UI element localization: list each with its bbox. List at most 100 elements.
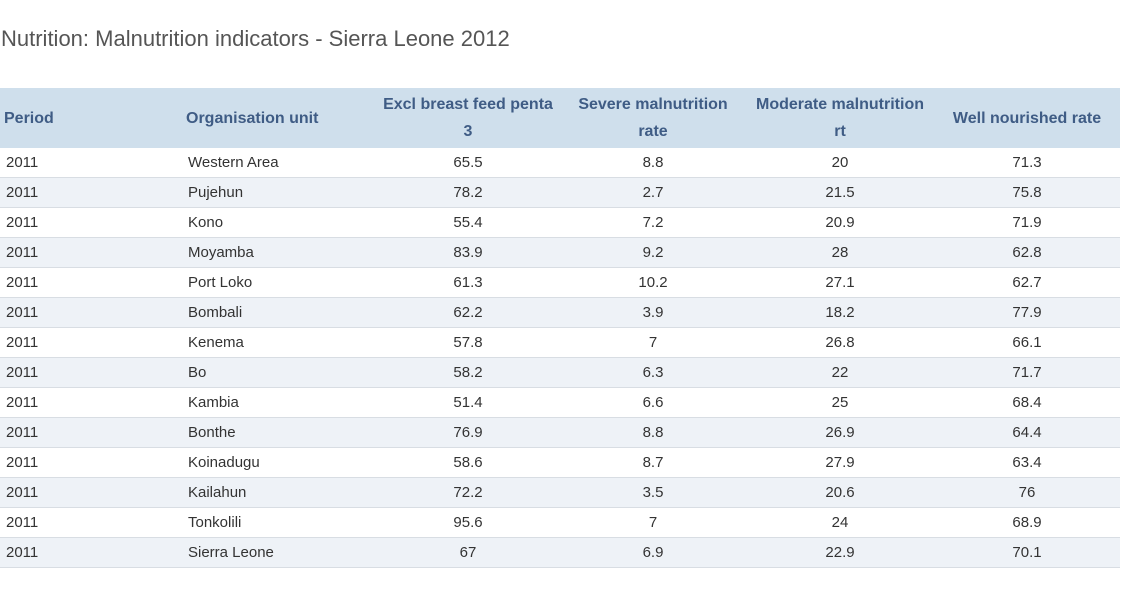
table-cell: 72.2 [376,477,560,508]
table-cell: 76.9 [376,417,560,448]
table-cell: 22 [746,357,934,388]
table-cell: 2011 [0,148,182,178]
table-cell: 2011 [0,327,182,358]
table-cell: Bonthe [182,417,376,448]
table-cell: 18.2 [746,297,934,328]
table-cell: 2011 [0,207,182,238]
table-row: 2011 Western Area 65.5 8.8 20 71.3 [0,148,1120,178]
table-cell: 8.8 [560,417,746,448]
table-cell: Koinadugu [182,447,376,478]
table-cell: 70.1 [934,537,1120,568]
table-cell: 2011 [0,267,182,298]
table-cell: 2011 [0,177,182,208]
table-cell: 21.5 [746,177,934,208]
page-title: Nutrition: Malnutrition indicators - Sie… [1,26,510,51]
table-cell: 2011 [0,537,182,568]
table-row: 2011 Pujehun 78.2 2.7 21.5 75.8 [0,177,1120,208]
table-body: 2011 Western Area 65.5 8.8 20 71.3 2011 Pujehun… [0,148,1120,568]
table-cell: 6.3 [560,357,746,388]
table-cell: 64.4 [934,417,1120,448]
table-cell: 27.1 [746,267,934,298]
table-row: 2011 Port Loko 61.3 10.2 27.1 62.7 [0,267,1120,298]
table-cell: 28 [746,237,934,268]
table-cell: Tonkolili [182,507,376,538]
column-header: Severe malnutrition rate [560,88,746,148]
table-cell: 71.9 [934,207,1120,238]
table-cell: 7.2 [560,207,746,238]
table-cell: 78.2 [376,177,560,208]
table-cell: Sierra Leone [182,537,376,568]
table-cell: 7 [560,327,746,358]
table-cell: 65.5 [376,148,560,178]
header-row: Period Organisation unit Excl breast feed … [0,88,1120,148]
table-cell: 75.8 [934,177,1120,208]
table-row: 2011 Sierra Leone 67 6.9 22.9 70.1 [0,537,1120,568]
table-cell: 6.9 [560,537,746,568]
table-cell: 61.3 [376,267,560,298]
table-row: 2011 Koinadugu 58.6 8.7 27.9 63.4 [0,447,1120,478]
table-row: 2011 Kono 55.4 7.2 20.9 71.9 [0,207,1120,238]
table-cell: 2011 [0,417,182,448]
table-cell: 2011 [0,237,182,268]
column-header: Well nourished rate [934,88,1120,148]
table-cell: 8.8 [560,148,746,178]
table-cell: Kailahun [182,477,376,508]
table-cell: 24 [746,507,934,538]
table-cell: Kenema [182,327,376,358]
table-cell: 20.6 [746,477,934,508]
column-header: Period [0,88,182,148]
table-cell: 2011 [0,297,182,328]
table-cell: 8.7 [560,447,746,478]
table-cell: 2.7 [560,177,746,208]
column-header: Organisation unit [182,88,376,148]
table-cell: Port Loko [182,267,376,298]
table-cell: 77.9 [934,297,1120,328]
table-cell: 57.8 [376,327,560,358]
table-cell: 2011 [0,357,182,388]
table-cell: 27.9 [746,447,934,478]
table-cell: 20 [746,148,934,178]
table-cell: 68.9 [934,507,1120,538]
table-cell: Kambia [182,387,376,418]
table-cell: 95.6 [376,507,560,538]
table-cell: 9.2 [560,237,746,268]
table-cell: 7 [560,507,746,538]
table-cell: 62.2 [376,297,560,328]
table-row: 2011 Bombali 62.2 3.9 18.2 77.9 [0,297,1120,328]
table-cell: 2011 [0,477,182,508]
table-row: 2011 Kenema 57.8 7 26.8 66.1 [0,327,1120,358]
table-cell: 62.8 [934,237,1120,268]
table-cell: 10.2 [560,267,746,298]
data-table: Period Organisation unit Excl breast feed … [0,88,1120,568]
table-cell: 71.7 [934,357,1120,388]
table-cell: 76 [934,477,1120,508]
table-cell: Bo [182,357,376,388]
table-cell: 55.4 [376,207,560,238]
table-cell: 22.9 [746,537,934,568]
column-header: Excl breast feed penta 3 [376,88,560,148]
table-cell: 2011 [0,447,182,478]
table-cell: Pujehun [182,177,376,208]
table-row: 2011 Kambia 51.4 6.6 25 68.4 [0,387,1120,418]
table-row: 2011 Bonthe 76.9 8.8 26.9 64.4 [0,417,1120,448]
table-cell: 71.3 [934,148,1120,178]
table-cell: 83.9 [376,237,560,268]
table-cell: 51.4 [376,387,560,418]
table-cell: Bombali [182,297,376,328]
table-cell: Kono [182,207,376,238]
table-cell: 26.8 [746,327,934,358]
table-row: 2011 Bo 58.2 6.3 22 71.7 [0,357,1120,388]
table-cell: 2011 [0,507,182,538]
table-cell: 2011 [0,387,182,418]
table-cell: Moyamba [182,237,376,268]
table-cell: 3.5 [560,477,746,508]
table-cell: 20.9 [746,207,934,238]
table-row: 2011 Kailahun 72.2 3.5 20.6 76 [0,477,1120,508]
table-cell: 66.1 [934,327,1120,358]
table-cell: 67 [376,537,560,568]
table-cell: 62.7 [934,267,1120,298]
table-cell: 26.9 [746,417,934,448]
table-cell: 58.2 [376,357,560,388]
table-cell: Western Area [182,148,376,178]
